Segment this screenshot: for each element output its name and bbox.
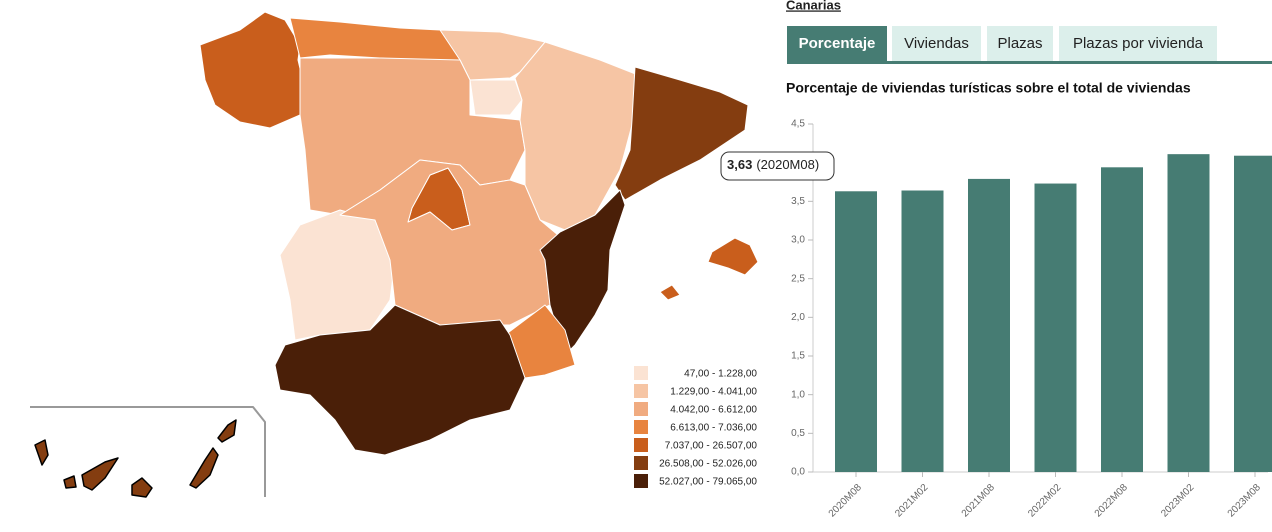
y-tick-label: 0,5 bbox=[791, 428, 805, 439]
x-tick-label: 2022M02 bbox=[1026, 482, 1064, 520]
tab-background bbox=[987, 26, 1053, 61]
island bbox=[659, 284, 681, 301]
legend-swatch bbox=[634, 366, 648, 380]
chart: 0,00,51,01,52,02,53,03,54,04,52020M08202… bbox=[720, 119, 1272, 520]
legend-label: 47,00 - 1.228,00 bbox=[684, 369, 757, 380]
legend-swatch bbox=[634, 384, 648, 398]
tab-background bbox=[892, 26, 981, 61]
y-tick-label: 3,0 bbox=[791, 235, 805, 246]
x-tick-label: 2023M08 bbox=[1226, 482, 1264, 520]
legend-swatch bbox=[634, 420, 648, 434]
x-tick-label: 2023M02 bbox=[1159, 482, 1197, 520]
region bbox=[539, 189, 626, 356]
y-tick-label: 0,0 bbox=[791, 467, 805, 478]
region bbox=[289, 17, 471, 63]
y-tick-label: 4,5 bbox=[791, 119, 805, 130]
bar[interactable] bbox=[1101, 167, 1143, 472]
island bbox=[81, 457, 119, 491]
y-tick-label: 3,5 bbox=[791, 196, 805, 207]
inset-frame bbox=[30, 406, 266, 497]
island bbox=[189, 447, 219, 489]
legend-label: 52.027,00 - 79.065,00 bbox=[659, 477, 757, 488]
tab[interactable]: Plazas bbox=[987, 26, 1053, 61]
legend-label: 1.229,00 - 4.041,00 bbox=[670, 387, 757, 398]
legend-label: 7.037,00 - 26.507,00 bbox=[665, 441, 758, 452]
region bbox=[274, 304, 526, 456]
legend-swatch bbox=[634, 438, 648, 452]
y-tick-label: 1,0 bbox=[791, 389, 805, 400]
tooltip: 3,63 (2020M08) bbox=[720, 151, 835, 181]
tooltip-box bbox=[720, 151, 835, 181]
canary-islands bbox=[34, 419, 237, 498]
tab-label: Plazas bbox=[997, 35, 1042, 52]
tab-label: Viviendas bbox=[904, 35, 969, 52]
tab-label: Porcentaje bbox=[799, 35, 876, 52]
bar[interactable] bbox=[1034, 183, 1077, 472]
y-tick-label: 1,5 bbox=[791, 351, 805, 362]
x-tick-label: 2022M08 bbox=[1093, 482, 1131, 520]
tooltip-text: 3,63 (2020M08) bbox=[727, 157, 819, 172]
x-tick-label: 2021M08 bbox=[960, 482, 998, 520]
tab-background bbox=[1059, 26, 1217, 61]
x-tick-label: 2020M08 bbox=[827, 482, 865, 520]
y-tick-label: 2,0 bbox=[791, 312, 805, 323]
region bbox=[199, 11, 306, 129]
island bbox=[707, 237, 759, 276]
region-title: Canarias bbox=[786, 0, 841, 12]
region bbox=[279, 209, 396, 341]
legend-label: 4.042,00 - 6.612,00 bbox=[670, 405, 757, 416]
bar[interactable] bbox=[968, 178, 1010, 472]
tab[interactable]: Viviendas bbox=[892, 26, 981, 61]
region bbox=[614, 66, 749, 201]
map bbox=[199, 11, 759, 456]
x-tick-label: 2021M02 bbox=[893, 482, 931, 520]
tab-background bbox=[787, 26, 887, 61]
legend-swatch bbox=[634, 402, 648, 416]
island bbox=[131, 477, 153, 498]
tab[interactable]: Plazas por vivienda bbox=[1059, 26, 1217, 61]
bar[interactable] bbox=[901, 190, 944, 473]
chart-title: Porcentaje de viviendas turísticas sobre… bbox=[786, 80, 1191, 96]
map-legend: 47,00 - 1.228,00 1.229,00 - 4.041,00 4.042… bbox=[634, 366, 757, 488]
y-tick-label: 2,5 bbox=[791, 273, 805, 284]
region bbox=[469, 79, 523, 116]
legend-swatch bbox=[634, 456, 648, 470]
bar[interactable] bbox=[1234, 155, 1272, 472]
island bbox=[217, 419, 237, 443]
legend-label: 6.613,00 - 7.036,00 bbox=[670, 423, 757, 434]
bar[interactable] bbox=[1167, 154, 1210, 472]
bar[interactable] bbox=[835, 191, 877, 472]
legend-label: 26.508,00 - 52.026,00 bbox=[659, 459, 757, 470]
legend-swatch bbox=[634, 474, 648, 488]
tooltip-value: 3,63 bbox=[727, 157, 752, 172]
tab[interactable]: Porcentaje bbox=[787, 26, 887, 61]
island bbox=[34, 439, 49, 466]
island bbox=[63, 475, 77, 489]
tabs: Porcentaje Viviendas Plazas Plazas por vivi… bbox=[787, 26, 1217, 61]
tooltip-category: (2020M08) bbox=[756, 157, 819, 172]
tab-label: Plazas por vivienda bbox=[1073, 35, 1204, 52]
